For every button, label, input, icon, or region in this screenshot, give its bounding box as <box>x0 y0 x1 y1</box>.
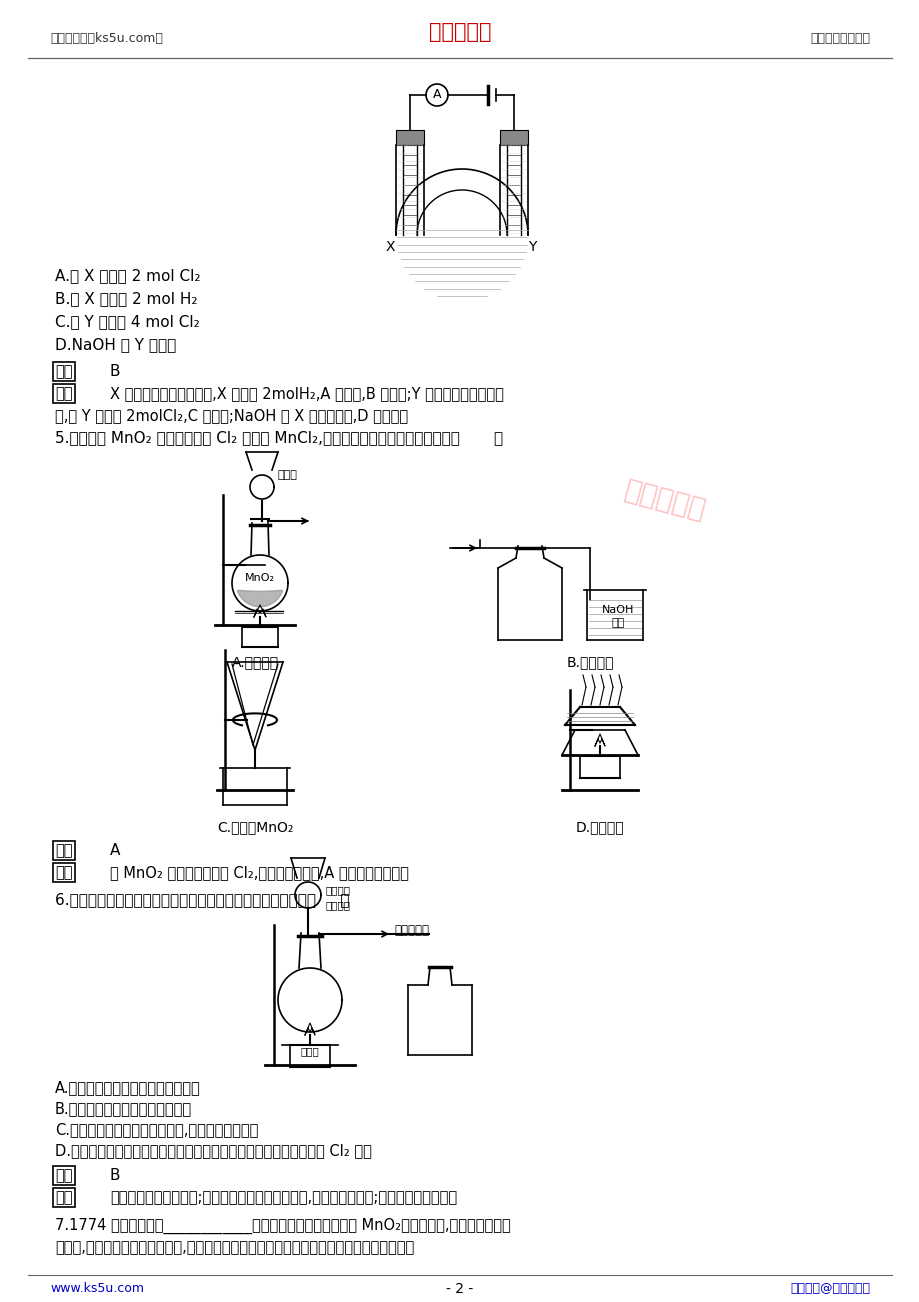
Text: C.过滤除MnO₂: C.过滤除MnO₂ <box>217 820 293 835</box>
Text: 合加热,产生了一种黄绿色的气体,有强烈的刺激性气味。这种方法至今还是实验室制取该气体: 合加热,产生了一种黄绿色的气体,有强烈的刺激性气味。这种方法至今还是实验室制取该… <box>55 1240 414 1255</box>
Text: X: X <box>385 240 394 254</box>
Text: A: A <box>110 842 120 858</box>
Text: NaOH: NaOH <box>601 605 633 615</box>
Text: C.在 Y 极生成 4 mol Cl₂: C.在 Y 极生成 4 mol Cl₂ <box>55 314 199 329</box>
Text: B.该实验中收集氯气的方法不正确: B.该实验中收集氯气的方法不正确 <box>55 1101 192 1116</box>
Text: B: B <box>110 1168 120 1184</box>
Text: 装置中木用酒精灯加热;应该用分液漏斗加入浓盐酸,不能用长颈漏斗;没有尾气吸收装置。: 装置中木用酒精灯加热;应该用分液漏斗加入浓盐酸,不能用长颈漏斗;没有尾气吸收装置… <box>110 1190 457 1204</box>
Text: 浓盐酸: 浓盐酸 <box>278 470 298 480</box>
Text: 高考资源网: 高考资源网 <box>428 22 491 42</box>
Text: 您身边的高考专家: 您身边的高考专家 <box>809 31 869 44</box>
Text: 6.某化学小组用如图所示装置制取氯气。下列说法不正确的是（     ）: 6.某化学小组用如图所示装置制取氯气。下列说法不正确的是（ ） <box>55 892 349 907</box>
Text: 答案: 答案 <box>55 1168 73 1184</box>
Text: 解析: 解析 <box>55 1190 73 1204</box>
Polygon shape <box>237 590 282 607</box>
Bar <box>499 130 528 145</box>
Text: A.在 X 极生成 2 mol Cl₂: A.在 X 极生成 2 mol Cl₂ <box>55 268 200 283</box>
Text: 石棉网: 石棉网 <box>301 1046 319 1056</box>
Text: 答案: 答案 <box>55 842 73 858</box>
Text: D.在集气瓶的导管口处放一片湿润的碘化钾淀粉试纸可以证明是否有 Cl₂ 逸出: D.在集气瓶的导管口处放一片湿润的碘化钾淀粉试纸可以证明是否有 Cl₂ 逸出 <box>55 1143 371 1157</box>
Text: www.ks5u.com: www.ks5u.com <box>50 1282 144 1295</box>
Text: B.在 X 极生成 2 mol H₂: B.在 X 极生成 2 mol H₂ <box>55 292 198 306</box>
Text: 用 MnO₂ 和浓盐酸反应制 Cl₂,反应条件是加热,A 项符合题目要求。: 用 MnO₂ 和浓盐酸反应制 Cl₂,反应条件是加热,A 项符合题目要求。 <box>110 865 408 880</box>
Text: 排入空气中: 排入空气中 <box>393 924 428 937</box>
Text: 7.1774 年瑞典化学家____________在研究软锰矿（主要成分是 MnO₂）的过程中,将它与浓盐酸混: 7.1774 年瑞典化学家____________在研究软锰矿（主要成分是 Mn… <box>55 1217 510 1234</box>
Text: B: B <box>110 365 120 379</box>
Text: 5.实验室用 MnO₂ 和浓盐酸制取 Cl₂ 并回收 MnCl₂,下列装置不能达到实验目的的是（       ）: 5.实验室用 MnO₂ 和浓盐酸制取 Cl₂ 并回收 MnCl₂,下列装置不能达… <box>55 430 503 445</box>
Text: 高考资源网: 高考资源网 <box>620 475 708 525</box>
Text: 解析: 解析 <box>55 865 73 880</box>
Text: 二氧化锰: 二氧化锰 <box>325 885 351 894</box>
Text: A.制备氯气: A.制备氯气 <box>232 655 278 669</box>
Text: D.NaOH 在 Y 极生成: D.NaOH 在 Y 极生成 <box>55 337 176 352</box>
Text: C.为了防止多余的氯气污染空气,必须进行尾气处理: C.为了防止多余的氯气污染空气,必须进行尾气处理 <box>55 1122 258 1137</box>
Bar <box>395 130 424 145</box>
Text: 答案: 答案 <box>55 365 73 379</box>
Text: 高考资源网（ks5u.com）: 高考资源网（ks5u.com） <box>50 31 163 44</box>
Text: - 2 -: - 2 - <box>446 1282 473 1295</box>
Text: A.该装置图中至少存在三处明显错误: A.该装置图中至少存在三处明显错误 <box>55 1079 200 1095</box>
Text: 解析: 解析 <box>55 385 73 401</box>
Text: MnO₂: MnO₂ <box>244 573 275 583</box>
Text: 连,在 Y 极生成 2molCl₂,C 项错误;NaOH 在 X 极附近生成,D 项错误。: 连,在 Y 极生成 2molCl₂,C 项错误;NaOH 在 X 极附近生成,D… <box>55 408 408 423</box>
Text: X 电极与电源的负极相连,X 极生成 2molH₂,A 项错误,B 项正确;Y 电极与电源的正极相: X 电极与电源的负极相连,X 极生成 2molH₂,A 项错误,B 项正确;Y … <box>110 385 504 401</box>
Text: B.收集氯气: B.收集氯气 <box>565 655 613 669</box>
Text: A: A <box>432 89 441 102</box>
Text: Y: Y <box>528 240 536 254</box>
Text: 和浓盐酸: 和浓盐酸 <box>325 900 351 910</box>
Text: 溶液: 溶液 <box>611 618 624 628</box>
Text: 版权所有@高考资源网: 版权所有@高考资源网 <box>789 1282 869 1295</box>
Text: D.浓缩滤液: D.浓缩滤液 <box>575 820 624 835</box>
